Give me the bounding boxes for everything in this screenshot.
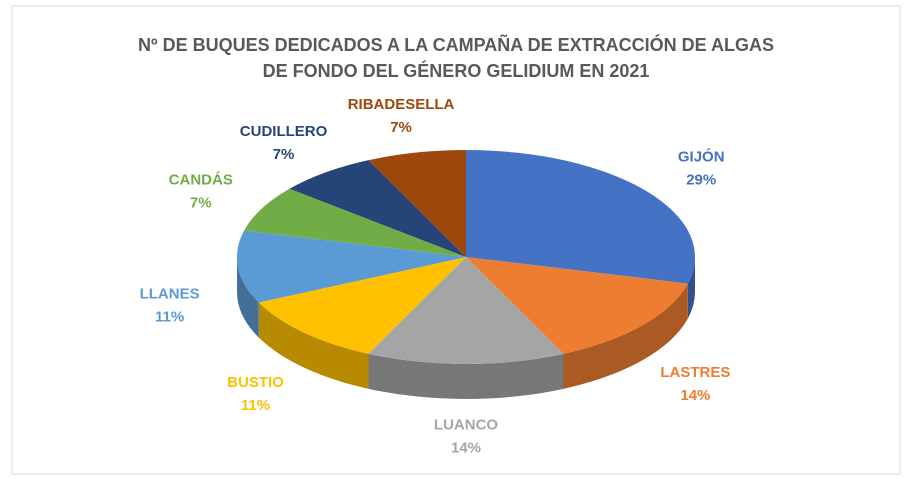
- slice: [368, 150, 466, 257]
- category-label: LUANCO: [434, 416, 498, 433]
- value-label: 29%: [686, 171, 716, 188]
- category-label: CANDÁS: [169, 171, 233, 188]
- pie-tops: [237, 150, 695, 364]
- slice: [289, 160, 466, 257]
- category-label: CUDILLERO: [240, 123, 328, 140]
- slice: [244, 188, 466, 257]
- pie-sides: [237, 257, 695, 399]
- value-label: 7%: [273, 146, 295, 163]
- chart-title: Nº DE BUQUES DEDICADOS A LA CAMPAÑA DE E…: [138, 34, 774, 55]
- value-label: 14%: [680, 387, 710, 404]
- slice-side: [687, 257, 695, 319]
- slice: [258, 257, 466, 354]
- data-labels: GIJÓN 29% LASTRES 14% LUANCO 14% BUSTIO 11% LLAN…: [140, 96, 731, 456]
- slice: [466, 257, 688, 354]
- value-label: 11%: [155, 309, 184, 326]
- value-label: 14%: [451, 439, 481, 456]
- category-label: GIJÓN: [678, 147, 725, 165]
- value-label: 11%: [241, 397, 270, 414]
- category-label: BUSTIO: [227, 374, 284, 391]
- category-label: RIBADESELLA: [348, 96, 455, 113]
- category-label: LASTRES: [660, 364, 730, 381]
- slice: [466, 150, 695, 284]
- slice-side: [258, 302, 369, 389]
- chart-title: DE FONDO DEL GÉNERO GELIDIUM EN 2021: [263, 60, 650, 81]
- slice-side: [563, 283, 688, 389]
- category-label: LLANES: [140, 286, 200, 303]
- slice: [368, 257, 564, 364]
- value-label: 7%: [190, 194, 212, 211]
- slice-side: [237, 257, 259, 338]
- value-label: 7%: [390, 119, 412, 136]
- slice: [237, 230, 466, 303]
- slice-side: [368, 353, 564, 399]
